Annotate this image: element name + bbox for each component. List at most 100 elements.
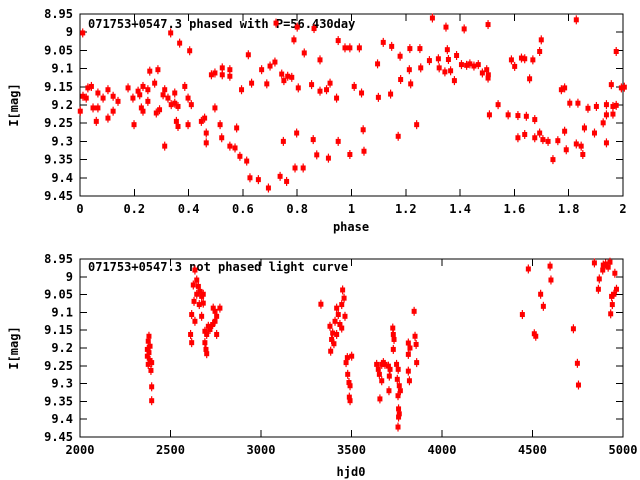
data-point [281, 78, 287, 84]
data-point [197, 288, 203, 294]
data-point [291, 37, 297, 43]
data-point [374, 361, 380, 367]
data-point [436, 65, 442, 71]
y-tick-label: 9.35 [44, 153, 73, 167]
data-point [448, 68, 454, 74]
data-point [380, 39, 386, 45]
x-tick-label: 1.8 [558, 202, 580, 216]
data-point [149, 360, 155, 366]
data-point [389, 43, 395, 49]
data-point [334, 95, 340, 101]
data-point [361, 148, 367, 154]
x-tick-label: 1.4 [449, 202, 471, 216]
data-point [413, 341, 419, 347]
data-point [532, 117, 538, 123]
data-point [390, 331, 396, 337]
data-point [212, 70, 218, 76]
y-tick-label: 9.4 [51, 412, 73, 426]
data-point [331, 341, 337, 347]
data-point [613, 102, 619, 108]
data-point [612, 270, 618, 276]
data-point [611, 291, 617, 297]
data-point [444, 47, 450, 53]
data-point [144, 353, 150, 359]
data-point [147, 343, 153, 349]
data-point [272, 59, 278, 65]
data-point [149, 398, 155, 404]
data-point [461, 26, 467, 32]
data-point [337, 322, 343, 328]
data-point [538, 37, 544, 43]
data-point [610, 103, 616, 109]
data-point [538, 291, 544, 297]
data-point [395, 133, 401, 139]
y-tick-label: 9.25 [44, 359, 73, 373]
data-point [603, 112, 609, 118]
data-point [458, 62, 464, 68]
data-point [239, 87, 245, 93]
data-point [80, 30, 86, 36]
data-point [311, 26, 317, 32]
data-point [407, 345, 413, 351]
data-point [550, 157, 556, 163]
data-point [610, 111, 616, 117]
data-point [327, 323, 333, 329]
data-point [600, 267, 606, 273]
data-point [168, 102, 174, 108]
data-point [234, 125, 240, 131]
data-point [93, 118, 99, 124]
data-point [396, 414, 402, 420]
data-point [330, 330, 336, 336]
y-tick-label: 9.45 [44, 430, 73, 444]
data-point [301, 50, 307, 56]
data-point [191, 298, 197, 304]
data-point [203, 140, 209, 146]
data-point [347, 398, 353, 404]
y-tick-label: 8.95 [44, 252, 73, 266]
data-point [249, 80, 255, 86]
data-point [377, 396, 383, 402]
data-point [335, 138, 341, 144]
data-point [518, 55, 524, 61]
data-point [245, 52, 251, 58]
data-point [273, 20, 279, 26]
y-tick-label: 9 [66, 270, 73, 284]
data-point [172, 90, 178, 96]
data-point [618, 85, 624, 91]
data-point [200, 291, 206, 297]
data-point [105, 87, 111, 93]
data-point [110, 108, 116, 114]
data-point [388, 91, 394, 97]
data-point [346, 394, 352, 400]
data-point [125, 85, 131, 91]
data-point [80, 93, 86, 99]
data-point [145, 87, 151, 93]
bottom-chart-x-axis-label: hjd0 [337, 465, 366, 479]
data-point [532, 135, 538, 141]
data-point [408, 81, 414, 87]
data-point [418, 65, 424, 71]
data-point [295, 85, 301, 91]
data-point [525, 266, 531, 272]
data-point [512, 63, 518, 69]
x-tick-label: 2000 [66, 443, 95, 457]
data-point [187, 48, 193, 54]
data-point [339, 302, 345, 308]
data-point [200, 300, 206, 306]
x-tick-label: 0.4 [178, 202, 200, 216]
data-point [347, 152, 353, 158]
data-point [339, 325, 345, 331]
x-tick-label: 1.2 [395, 202, 417, 216]
y-tick-label: 9.3 [51, 134, 73, 148]
y-tick-label: 9.25 [44, 116, 73, 130]
data-point [523, 113, 529, 119]
data-point [595, 286, 601, 292]
data-point [173, 118, 179, 124]
data-point [145, 338, 151, 344]
data-point [395, 366, 401, 372]
data-point [300, 165, 306, 171]
data-point [100, 95, 106, 101]
data-point [398, 77, 404, 83]
data-point [198, 118, 204, 124]
